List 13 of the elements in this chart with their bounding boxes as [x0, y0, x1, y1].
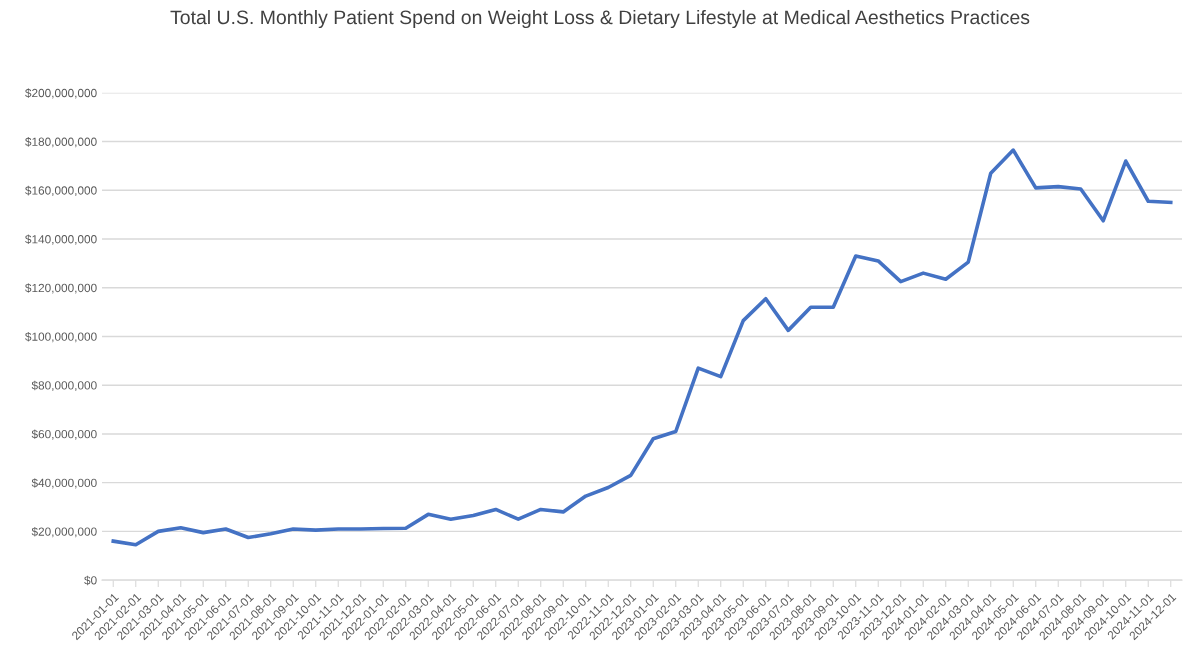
y-tick-label: $20,000,000	[31, 526, 97, 538]
y-tick-label: $0	[84, 575, 97, 586]
chart-title: Total U.S. Monthly Patient Spend on Weight Loss & Dietary Lifestyle at Medical Aesthetics Practices	[170, 9, 1030, 29]
y-tick-label: $40,000,000	[31, 478, 97, 489]
y-tick-label: $160,000,000	[25, 185, 97, 197]
y-tick-label: $80,000,000	[31, 380, 97, 391]
y-tick-label: $60,000,000	[31, 429, 97, 440]
y-tick-label: $200,000,000	[25, 88, 97, 99]
line-series	[111, 148, 1173, 547]
y-tick-label: $120,000,000	[25, 283, 97, 294]
y-tick-label: $100,000,000	[25, 332, 97, 343]
y-tick-label: $180,000,000	[25, 137, 97, 148]
y-tick-label: $140,000,000	[25, 234, 97, 245]
